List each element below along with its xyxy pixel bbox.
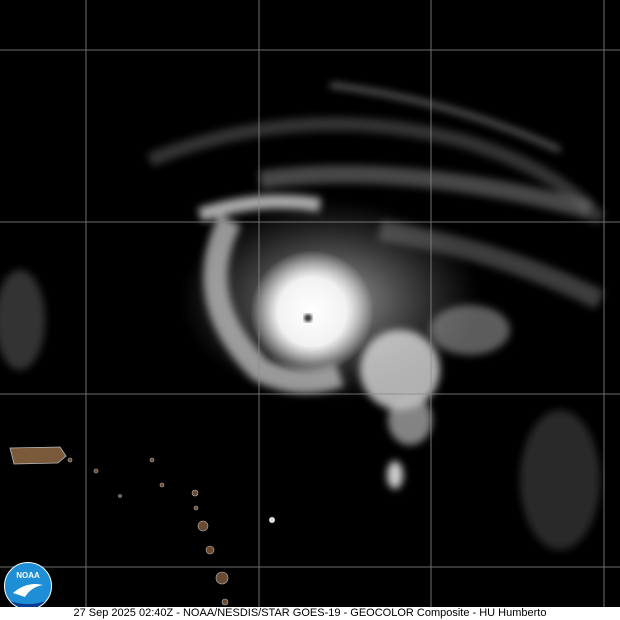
bird-icon [5, 584, 51, 609]
caribbean-islands [9, 446, 275, 606]
noaa-logo: NOAA [4, 562, 52, 610]
puerto-rico [9, 446, 67, 465]
hurricane-eyewall [250, 250, 374, 374]
image-caption: 27 Sep 2025 02:40Z - NOAA/NESDIS/STAR GO… [0, 607, 620, 620]
hurricane-eye [304, 314, 312, 322]
lat-lon-grid [0, 0, 620, 607]
noaa-logo-text: NOAA [16, 571, 40, 580]
